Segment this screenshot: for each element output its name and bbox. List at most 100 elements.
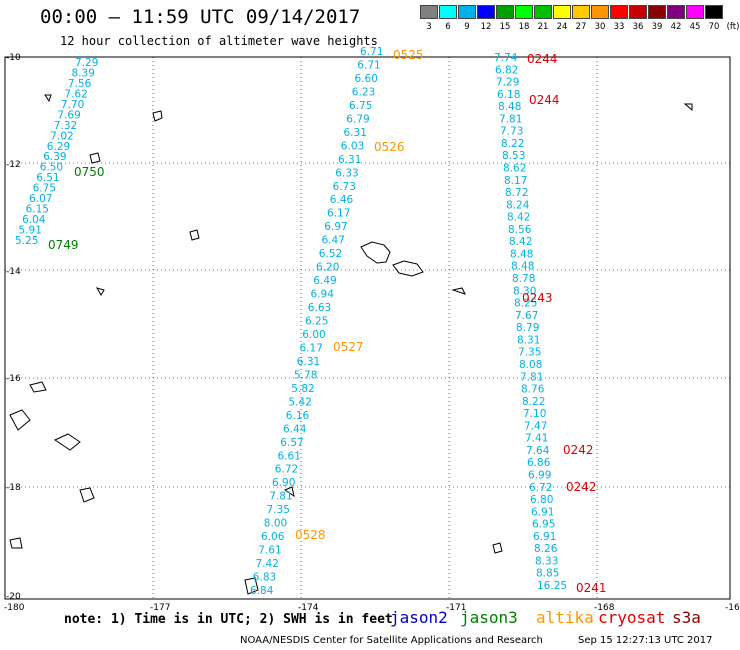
pass-time-label: 0244	[529, 93, 560, 107]
lon-tick-label: -180	[4, 603, 25, 613]
scale-label: 21	[537, 22, 549, 32]
wave-height-value: 8.39	[72, 68, 95, 80]
wave-height-value: 6.99	[528, 470, 551, 482]
wave-height-value: 8.42	[507, 212, 530, 224]
wave-height-value: 6.44	[283, 423, 307, 435]
scale-swatch	[515, 5, 533, 19]
scale-swatch	[534, 5, 552, 19]
lat-tick-label: -14	[6, 267, 21, 277]
wave-height-value: 7.42	[256, 558, 279, 570]
wave-height-value: 6.15	[26, 204, 49, 216]
pass-time-label: 0526	[374, 140, 405, 154]
wave-height-value: 6.06	[261, 531, 285, 543]
scale-swatch	[458, 5, 476, 19]
generated-timestamp: Sep 15 12:27:13 UTC 2017	[578, 635, 713, 646]
wave-height-value: 8.72	[505, 187, 528, 199]
scale-swatch	[477, 5, 495, 19]
wave-height-value: 6.71	[360, 46, 383, 58]
map-subtitle: 12 hour collection of altimeter wave hei…	[60, 34, 378, 48]
wave-height-value: 8.24	[506, 199, 530, 211]
scale-label: 36	[632, 22, 644, 32]
island-samoa-savaii	[392, 260, 424, 277]
wave-height-value: 7.61	[258, 545, 281, 557]
pass-time-label: 0244	[527, 52, 558, 66]
footer-note: note: 1) Time is in UTC; 2) SWH is in fe…	[64, 612, 393, 627]
scale-label: 33	[613, 22, 625, 32]
island-fiji-5	[9, 537, 23, 549]
island-f	[492, 542, 503, 554]
wave-height-value: 6.18	[497, 89, 520, 101]
wave-height-value: 5.42	[289, 396, 312, 408]
wave-height-value: 8.42	[509, 236, 532, 248]
wave-height-value: 6.72	[529, 482, 552, 494]
wave-height-value: 6.17	[327, 208, 350, 220]
wave-height-value: 8.25	[514, 298, 537, 310]
wave-height-value: 5.78	[294, 369, 317, 381]
wave-height-value: 7.10	[523, 408, 546, 420]
credit-line: NOAA/NESDIS Center for Satellite Applica…	[240, 635, 543, 646]
wave-height-value: 6.07	[29, 193, 52, 205]
scale-swatch	[610, 5, 628, 19]
scale-label: 12	[480, 22, 492, 32]
legend-cryosat: cryosat	[598, 608, 666, 627]
wave-height-value: 7.81	[499, 113, 522, 125]
island-fiji-8	[44, 94, 52, 103]
scale-swatch	[667, 5, 685, 19]
wave-height-value: 6.84	[250, 585, 274, 597]
wave-height-value: 7.47	[524, 420, 547, 432]
wave-height-value: 6.57	[280, 437, 303, 449]
wave-height-value: 7.29	[496, 77, 519, 89]
wave-height-value: 8.48	[498, 101, 521, 113]
scale-label: 42	[670, 22, 682, 32]
wave-height-value: 8.31	[517, 334, 540, 346]
scale-swatch	[686, 5, 704, 19]
wave-height-value: 6.71	[357, 60, 380, 72]
island-a	[189, 229, 200, 241]
scale-label: 3	[426, 22, 432, 32]
scale-label: 15	[499, 22, 511, 32]
pass-time-label: 0242	[563, 443, 594, 457]
wave-height-value: 8.33	[535, 555, 558, 567]
wave-height-value: 5.25	[15, 235, 38, 247]
pass-time-label: 0528	[295, 528, 326, 542]
wave-height-value: 8.48	[510, 249, 533, 261]
scale-swatch	[705, 5, 723, 19]
wave-height-value: 7.81	[269, 491, 292, 503]
wave-height-value: 8.85	[536, 568, 559, 580]
lat-tick-label: -20	[6, 592, 21, 602]
wave-height-value: 7.81	[520, 371, 543, 383]
wave-height-value: 8.30	[513, 285, 536, 297]
lon-tick-label: -168	[594, 603, 615, 613]
wave-height-value: 6.47	[322, 235, 345, 247]
wave-height-value: 8.48	[511, 261, 534, 273]
wave-height-value: 6.16	[286, 410, 310, 422]
wave-height-value: 8.00	[264, 518, 287, 530]
lat-tick-label: -16	[6, 374, 21, 384]
scale-swatch	[420, 5, 438, 19]
scale-swatch	[553, 5, 571, 19]
wave-height-value: 6.83	[253, 572, 276, 584]
lat-tick-label: -10	[6, 53, 21, 63]
wave-height-value: 5.82	[291, 383, 314, 395]
wave-height-value: 6.49	[313, 275, 336, 287]
wave-height-value: 6.79	[346, 113, 369, 125]
wave-height-value: 7.67	[515, 310, 538, 322]
island-fiji-2	[53, 433, 81, 451]
wave-height-value: 8.78	[512, 273, 535, 285]
wave-height-value: 6.73	[333, 181, 356, 193]
pass-time-label: 0749	[48, 238, 79, 252]
wave-height-value: 6.63	[308, 302, 331, 314]
wave-height-value: 7.41	[525, 433, 548, 445]
wave-height-value: 6.03	[341, 140, 364, 152]
wave-height-value: 6.39	[43, 151, 66, 163]
wave-height-value: 6.60	[355, 73, 378, 85]
island-fiji-6	[244, 577, 259, 595]
map-grid	[5, 57, 730, 599]
lon-tick-label: -177	[150, 603, 170, 613]
wave-height-value: 8.22	[501, 138, 524, 150]
wave-height-value: 8.17	[504, 175, 527, 187]
scale-swatch	[648, 5, 666, 19]
wave-height-value: 7.69	[57, 109, 80, 121]
wave-height-value: 8.08	[519, 359, 542, 371]
